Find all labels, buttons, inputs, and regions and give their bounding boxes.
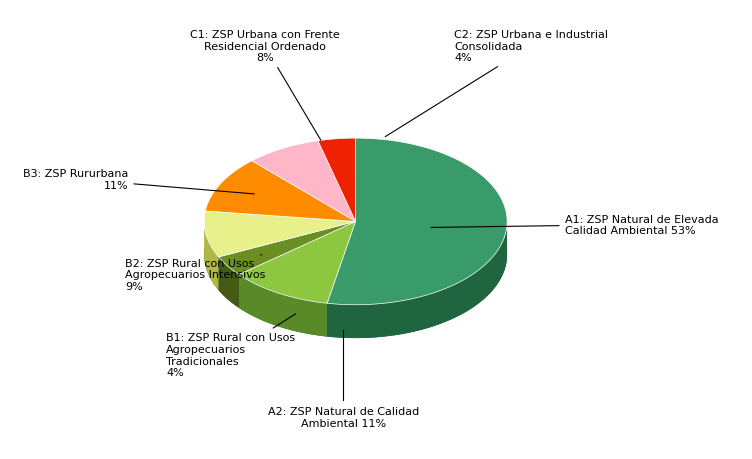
Polygon shape	[204, 222, 219, 291]
Polygon shape	[239, 222, 356, 303]
Polygon shape	[204, 212, 356, 257]
Text: B3: ZSP Rururbana
11%: B3: ZSP Rururbana 11%	[23, 169, 254, 195]
Polygon shape	[219, 257, 239, 308]
Text: A1: ZSP Natural de Elevada
Calidad Ambiental 53%: A1: ZSP Natural de Elevada Calidad Ambie…	[431, 214, 718, 236]
Text: C1: ZSP Urbana con Frente
Residencial Ordenado
8%: C1: ZSP Urbana con Frente Residencial Or…	[190, 30, 340, 141]
Polygon shape	[327, 222, 507, 338]
Text: A2: ZSP Natural de Calidad
Ambiental 11%: A2: ZSP Natural de Calidad Ambiental 11%	[268, 330, 419, 428]
Polygon shape	[252, 141, 356, 222]
Text: B2: ZSP Rural con Usos
Agropecuarios Intensivos
9%: B2: ZSP Rural con Usos Agropecuarios Int…	[126, 255, 265, 291]
Polygon shape	[204, 172, 507, 338]
Polygon shape	[318, 139, 356, 222]
Text: C2: ZSP Urbana e Industrial
Consolidada
4%: C2: ZSP Urbana e Industrial Consolidada …	[385, 30, 608, 137]
Polygon shape	[327, 139, 507, 305]
Polygon shape	[239, 275, 327, 337]
Polygon shape	[219, 222, 356, 275]
Polygon shape	[205, 162, 356, 222]
Text: B1: ZSP Rural con Usos
Agropecuarios
Tradicionales
4%: B1: ZSP Rural con Usos Agropecuarios Tra…	[166, 314, 296, 377]
